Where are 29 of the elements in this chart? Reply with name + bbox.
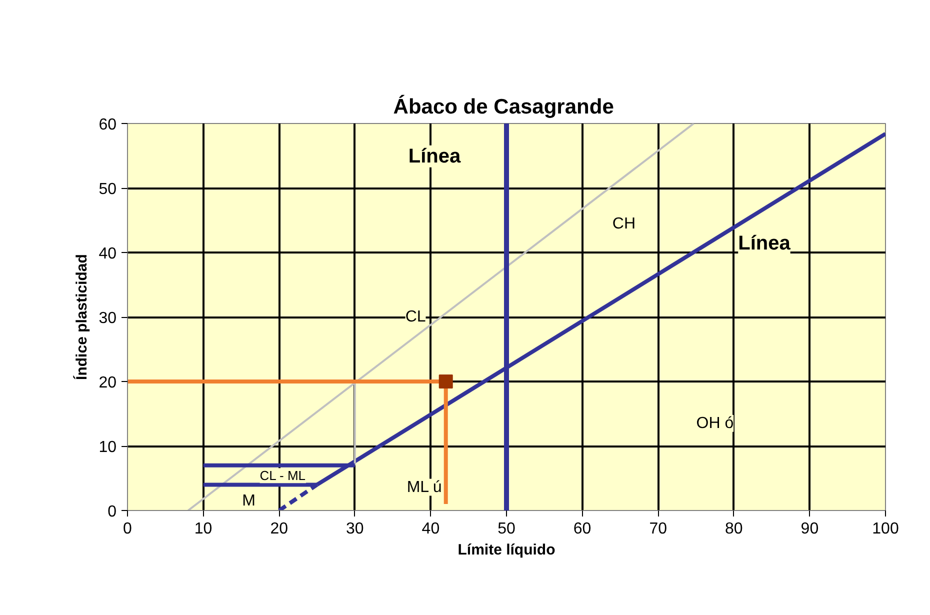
- y-tick-label: 60: [98, 116, 117, 134]
- x-tick-label: 40: [422, 520, 440, 538]
- y-tick-label: 30: [98, 310, 117, 327]
- x-tick-label: 70: [649, 520, 668, 538]
- annotation: CL: [405, 308, 426, 326]
- x-tick-label: 100: [872, 520, 899, 538]
- x-axis-title: Límite líquido: [458, 542, 556, 558]
- annotation: Línea: [738, 232, 792, 254]
- annotation: CH: [612, 216, 636, 233]
- x-tick-label: 50: [498, 520, 516, 538]
- x-tick-label: 90: [800, 520, 819, 538]
- y-tick-label: 50: [98, 181, 117, 198]
- annotation: ML ú: [406, 478, 442, 496]
- annotation: Línea: [408, 145, 462, 168]
- x-tick-label: 80: [725, 520, 743, 538]
- y-tick-label: 10: [98, 439, 117, 456]
- y-tick-label: 20: [98, 374, 117, 392]
- x-tick-label: 30: [346, 520, 364, 538]
- annotation: OH ó: [696, 414, 734, 432]
- y-tick-label: 0: [108, 504, 117, 520]
- x-tick-label: 0: [123, 520, 132, 538]
- x-tick-label: 20: [270, 520, 288, 538]
- annotation: M: [242, 492, 256, 510]
- y-tick-label: 40: [98, 246, 117, 262]
- x-tick-label: 10: [194, 520, 212, 538]
- x-tick-label: 60: [573, 520, 592, 538]
- annotation: CL - ML: [260, 468, 306, 484]
- chart-title: Ábaco de Casagrande: [393, 94, 614, 118]
- y-axis-title: Índice plasticidad: [72, 254, 91, 380]
